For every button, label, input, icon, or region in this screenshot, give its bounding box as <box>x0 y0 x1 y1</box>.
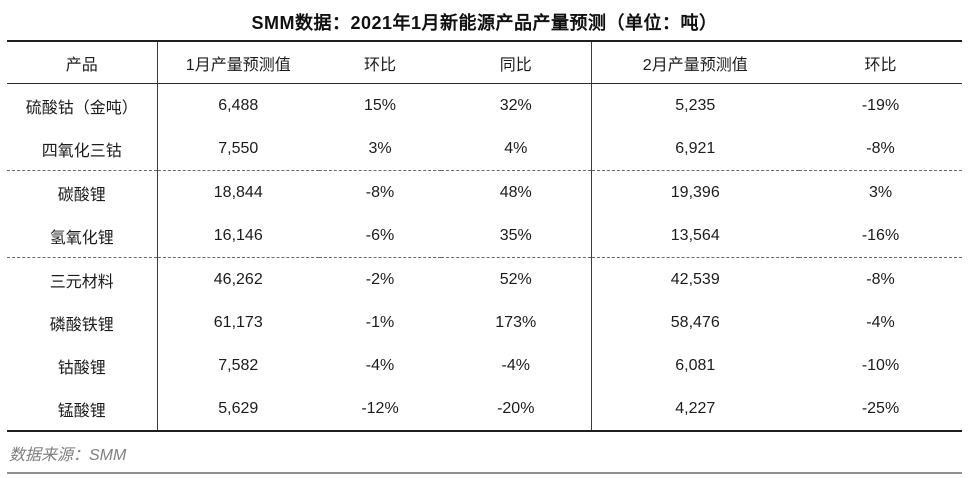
cell-feb-forecast: 4,227 <box>675 399 716 417</box>
table-row: 磷酸铁锂 61,173 -1% 173% 58,476 -4% <box>7 301 962 344</box>
cell-feb-forecast: 6,921 <box>591 127 799 171</box>
cell-jan-forecast: 7,550 <box>157 127 319 171</box>
cell-jan-yoy: 32% <box>441 83 592 127</box>
cell-jan-mom: 15% <box>363 96 397 114</box>
table-row: 碳酸锂 18,844 -8% 48% 19,396 3% <box>7 170 962 214</box>
cell-feb-forecast: 19,396 <box>670 183 720 201</box>
cell-feb-mom: -8% <box>799 127 962 171</box>
cell-feb-mom: -10% <box>861 356 900 374</box>
table-row: 四氧化三钴 7,550 3% 4% 6,921 -8% <box>7 127 962 171</box>
cell-jan-mom: -8% <box>365 183 395 201</box>
cell-jan-forecast: 61,173 <box>213 313 263 331</box>
col-header-feb-forecast: 2月产量预测值 <box>591 41 799 84</box>
cell-jan-yoy: 173% <box>441 301 592 344</box>
cell-product: 三元材料 <box>7 257 158 301</box>
cell-feb-forecast: 42,539 <box>670 270 720 288</box>
cell-jan-mom: -4% <box>365 356 395 374</box>
cell-jan-forecast: 16,146 <box>157 214 319 258</box>
cell-jan-yoy: -20% <box>441 387 592 431</box>
col-header-jan-forecast: 1月产量预测值 <box>157 41 319 84</box>
cell-jan-mom: -1% <box>365 313 395 331</box>
table-row: 钴酸锂 7,582 -4% -4% 6,081 -10% <box>7 344 962 387</box>
col-header-jan-mom: 环比 <box>319 41 441 84</box>
cell-jan-mom: -2% <box>365 270 395 288</box>
cell-jan-yoy: 52% <box>441 257 592 301</box>
cell-feb-mom: -4% <box>866 313 895 331</box>
cell-jan-yoy: -4% <box>441 344 592 387</box>
forecast-table: 产品 1月产量预测值 环比 同比 2月产量预测值 环比 硫酸钴（金吨） 6,48… <box>7 40 962 432</box>
cell-product: 氢氧化锂 <box>7 214 158 258</box>
header-row: 产品 1月产量预测值 环比 同比 2月产量预测值 环比 <box>7 41 962 84</box>
col-header-feb-mom: 环比 <box>799 41 962 84</box>
cell-product: 钴酸锂 <box>7 344 158 387</box>
cell-jan-mom: -6% <box>319 214 441 258</box>
cell-jan-mom: -12% <box>361 399 399 417</box>
cell-feb-mom: -16% <box>799 214 962 258</box>
col-header-product: 产品 <box>7 41 158 84</box>
cell-feb-forecast: 58,476 <box>670 313 720 331</box>
cell-feb-forecast: 6,081 <box>675 356 716 374</box>
cell-jan-forecast: 6,488 <box>218 96 259 114</box>
cell-product: 磷酸铁锂 <box>7 301 158 344</box>
table-row: 三元材料 46,262 -2% 52% 42,539 -8% <box>7 257 962 301</box>
cell-jan-yoy: 48% <box>441 170 592 214</box>
page-title: SMM数据：2021年1月新能源产品产量预测（单位：吨） <box>251 13 718 33</box>
cell-feb-mom: 3% <box>868 183 893 201</box>
cell-feb-mom: -19% <box>861 96 900 114</box>
cell-product: 碳酸锂 <box>7 170 158 214</box>
cell-product: 锰酸锂 <box>7 387 158 431</box>
cell-jan-yoy: 35% <box>441 214 592 258</box>
table-body: 硫酸钴（金吨） 6,488 15% 32% 5,235 -19% 四氧化三钴 7… <box>7 83 962 431</box>
cell-jan-mom: 3% <box>319 127 441 171</box>
cell-feb-mom: -25% <box>861 399 900 417</box>
cell-jan-yoy: 4% <box>441 127 592 171</box>
col-header-jan-yoy: 同比 <box>441 41 592 84</box>
table-row: 锰酸锂 5,629 -12% -20% 4,227 -25% <box>7 387 962 431</box>
table-row: 硫酸钴（金吨） 6,488 15% 32% 5,235 -19% <box>7 83 962 127</box>
cell-jan-forecast: 46,262 <box>213 270 263 288</box>
cell-jan-forecast: 5,629 <box>218 399 259 417</box>
cell-product: 四氧化三钴 <box>7 127 158 171</box>
cell-product: 硫酸钴（金吨） <box>7 83 158 127</box>
cell-jan-forecast: 18,844 <box>213 183 263 201</box>
cell-feb-forecast: 5,235 <box>675 96 716 114</box>
data-source-note: 数据来源：SMM <box>7 432 962 474</box>
cell-feb-forecast: 13,564 <box>591 214 799 258</box>
cell-feb-mom: -8% <box>866 270 895 288</box>
cell-jan-forecast: 7,582 <box>218 356 259 374</box>
table-row: 氢氧化锂 16,146 -6% 35% 13,564 -16% <box>7 214 962 258</box>
